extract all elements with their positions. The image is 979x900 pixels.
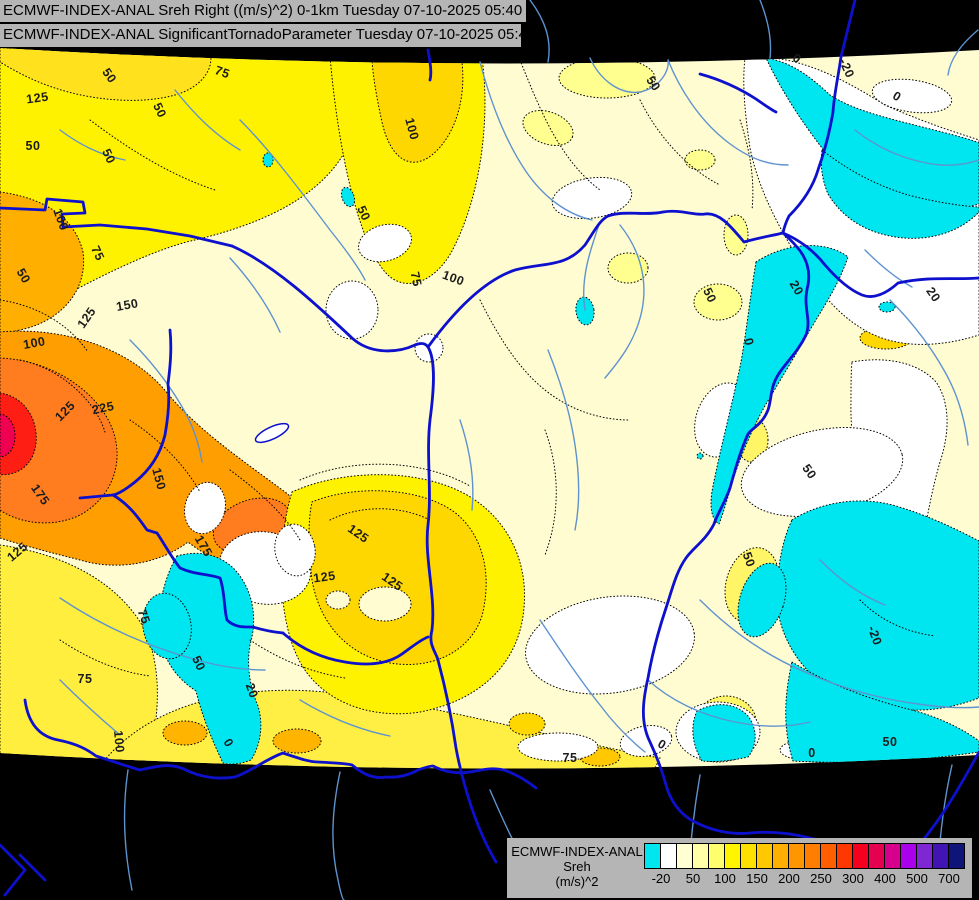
legend-swatch <box>724 843 741 869</box>
contour-label: 50 <box>14 266 34 286</box>
legend-swatch <box>708 843 725 869</box>
legend-swatch <box>900 843 917 869</box>
legend-tick-label: -20 <box>651 871 671 886</box>
contour-label: -20 <box>865 624 885 647</box>
legend-panel: ECMWF-INDEX-ANAL Sreh (m/s)^2 -20 50 100 15… <box>507 838 972 898</box>
legend-tick-label: 400 <box>874 871 896 886</box>
contour-label: 50 <box>99 147 118 166</box>
contour-label: 75 <box>213 63 232 81</box>
contour-label: 75 <box>88 244 107 263</box>
legend-tick-label: 50 <box>685 871 701 886</box>
contour-label: 75 <box>563 751 578 765</box>
legend-text-block: ECMWF-INDEX-ANAL Sreh (m/s)^2 <box>509 844 645 889</box>
legend-tick-label: 700 <box>938 871 960 886</box>
contour-label: 150 <box>149 466 168 491</box>
legend-swatch <box>772 843 789 869</box>
legend-tick-label: 500 <box>906 871 928 886</box>
lake-balaton <box>254 422 290 444</box>
legend-swatch <box>740 843 757 869</box>
legend-swatch <box>868 843 885 869</box>
contour-label: 75 <box>78 672 93 686</box>
contour-label: 100 <box>22 334 46 352</box>
contour-label: 50 <box>740 550 758 569</box>
legend-swatch <box>660 843 677 869</box>
contour-label: 100 <box>402 116 421 141</box>
contour-label: 125 <box>25 90 49 107</box>
legend-swatch <box>916 843 933 869</box>
contour-fill-layer <box>0 48 979 769</box>
contour-label: 50 <box>150 101 169 120</box>
legend-colorbar <box>644 843 965 869</box>
title-bar-line1: ECMWF-INDEX-ANAL Sreh Right ((m/s)^2) 0-… <box>0 0 526 22</box>
legend-tick-label: 150 <box>746 871 768 886</box>
legend-tick-label: 250 <box>810 871 832 886</box>
legend-unit-label: (m/s)^2 <box>555 874 599 889</box>
contour-label: 150 <box>115 296 139 314</box>
legend-tick-label: 300 <box>842 871 864 886</box>
contour-label: 100 <box>111 730 127 753</box>
contour-label: 0 <box>741 337 756 348</box>
legend-tick-label: 200 <box>778 871 800 886</box>
contour-label: 75 <box>408 270 425 287</box>
contour-label: 50 <box>354 204 373 223</box>
legend-swatch <box>836 843 853 869</box>
contour-label: 75 <box>135 607 153 626</box>
legend-swatch <box>644 843 661 869</box>
legend-swatch <box>804 843 821 869</box>
rivers-layer <box>59 0 979 900</box>
title-bar-line2: ECMWF-INDEX-ANAL SignificantTornadoParam… <box>0 24 521 47</box>
contour-label: 20 <box>787 278 807 298</box>
legend-swatch <box>932 843 949 869</box>
legend-parameter-label: Sreh <box>563 859 591 874</box>
contour-label: 225 <box>91 399 116 417</box>
contour-label: 50 <box>700 286 719 305</box>
legend-tick-labels: -20 50 100 150 200 250 300 400 500 700 <box>645 871 965 886</box>
legend-swatch <box>820 843 837 869</box>
legend-swatch <box>884 843 901 869</box>
contour-label: 50 <box>189 654 208 673</box>
contour-label: 50 <box>883 735 898 749</box>
legend-swatch <box>948 843 965 869</box>
legend-swatch <box>788 843 805 869</box>
legend-swatch <box>692 843 709 869</box>
contour-label: 125 <box>312 569 336 586</box>
legend-swatch <box>676 843 693 869</box>
legend-swatch <box>852 843 869 869</box>
legend-tick-label: 100 <box>714 871 736 886</box>
contour-label: 50 <box>26 139 41 153</box>
legend-swatch <box>756 843 773 869</box>
contour-label: 0 <box>808 746 815 760</box>
legend-model-label: ECMWF-INDEX-ANAL <box>511 844 643 859</box>
contour-label: 20 <box>243 681 261 700</box>
